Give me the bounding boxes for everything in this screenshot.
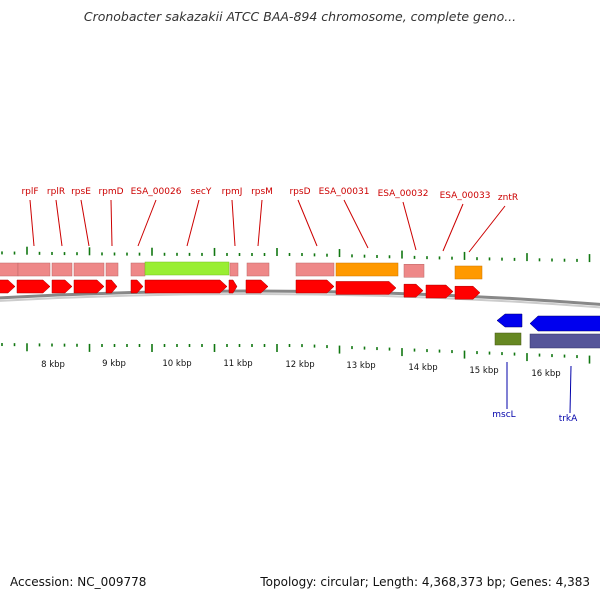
gene-box [17,262,51,277]
gene-box [73,262,105,277]
topology-text: Topology: circular; Length: 4,368,373 bp… [260,575,590,589]
cds-arrow [295,279,335,294]
scale-label: 16 kbp [531,369,560,379]
chromosome-backbone-shadow [0,292,600,309]
leader-line [231,199,236,247]
cds-arrow [51,279,73,294]
position-scale-labels: 8 kbp 9 kbp 10 kbp 11 kbp 12 kbp 13 kbp 14 kbp… [41,359,561,379]
scale-label: 14 kbp [408,363,437,373]
cds-arrow [73,279,105,294]
gene-label: rplR [47,187,65,197]
gene-label: ESA_00031 [319,187,370,197]
leader-line [257,199,263,247]
cds-arrow [144,279,228,294]
gene-box [403,263,425,278]
leader-line [569,365,572,414]
gene-box-mscL [494,332,522,346]
accession-text: Accession: NC_009778 [10,575,147,589]
gene-box [0,262,19,277]
cds-arrow [105,279,118,294]
gene-label: rplF [21,187,38,197]
scale-label: 11 kbp [223,359,252,369]
gene-box [229,262,239,277]
gene-box [105,262,119,277]
cds-arrow-reverse [529,315,600,332]
leader-line [29,199,35,247]
leader-line [110,199,113,247]
gene-box-trkA [529,333,600,349]
cds-arrow [335,281,397,295]
map-title: Cronobacter sakazakii ATCC BAA-894 chrom… [83,9,517,24]
cds-arrow [454,285,481,300]
gene-label: trkA [559,414,578,424]
leader-line [402,201,417,251]
cds-arrow-reverse [496,313,523,328]
gene-box [335,262,399,277]
gene-labels: rplF rplR rpsE rpmD ESA_00026 secY rpmJ rpsM rps… [21,187,578,424]
gene-box-secY [144,261,230,276]
gene-box [454,265,483,280]
leader-line [468,205,506,253]
scale-label: 13 kbp [346,361,375,371]
leader-line [80,199,90,247]
leader-line [55,199,63,247]
scale-label: 8 kbp [41,360,65,370]
lower-tick-track [1,343,591,364]
gene-box [295,262,335,277]
leader-line [343,199,369,249]
cds-arrow [245,279,269,294]
gene-box [130,262,146,277]
gene-label: secY [191,187,212,197]
leader-line [442,203,464,252]
gene-label: rpsD [289,187,310,197]
label-leader-lines [29,199,572,414]
gene-label: rpmJ [222,187,243,197]
gene-label: rpsM [251,187,273,197]
gene-label: rpmD [98,187,123,197]
leader-line [137,199,157,247]
gene-label: zntR [498,193,518,203]
gene-label: ESA_00032 [378,189,429,199]
leader-line [186,199,200,247]
gene-label: ESA_00026 [131,187,182,197]
upper-tick-track [1,246,591,263]
cds-arrow [130,279,144,294]
gene-box [51,262,73,277]
gene-label: ESA_00033 [440,191,491,201]
leader-line [297,199,318,247]
scale-label: 15 kbp [469,366,498,376]
scale-label: 12 kbp [285,360,314,370]
gene-label: rpsE [71,187,91,197]
scale-label: 10 kbp [162,359,191,369]
gene-box [246,262,270,277]
cds-arrow [403,283,424,298]
gene-label: mscL [492,410,515,420]
cds-arrow [16,279,51,294]
cds-arrow [0,279,16,294]
scale-label: 9 kbp [102,359,126,369]
cds-arrow [425,284,454,299]
feature-track [0,261,600,349]
cds-arrow [228,279,238,294]
